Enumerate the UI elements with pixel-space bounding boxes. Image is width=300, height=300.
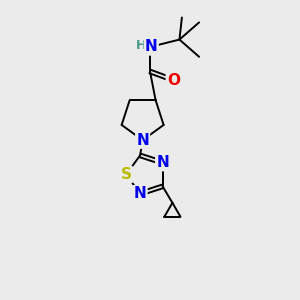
Text: O: O	[167, 73, 180, 88]
Text: N: N	[136, 133, 149, 148]
Text: S: S	[121, 167, 132, 182]
Text: N: N	[156, 155, 169, 170]
Text: H: H	[136, 39, 146, 52]
Text: N: N	[145, 39, 158, 54]
Text: N: N	[134, 186, 146, 201]
